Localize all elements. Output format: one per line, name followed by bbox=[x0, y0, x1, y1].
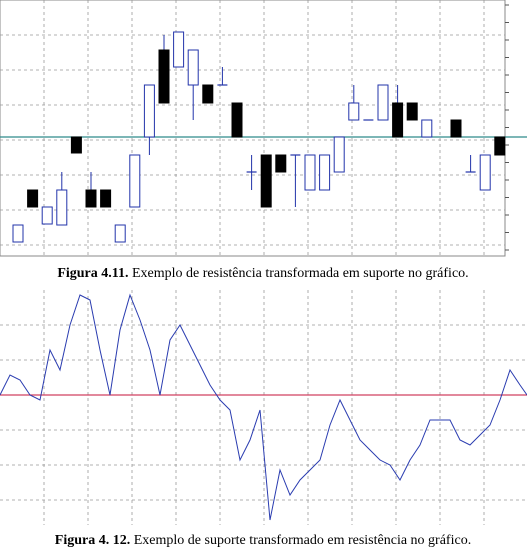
candle-body bbox=[202, 84, 214, 104]
candle-body bbox=[85, 189, 97, 208]
candle-body bbox=[27, 189, 39, 208]
candle-body bbox=[348, 102, 360, 121]
candle-body bbox=[56, 189, 68, 226]
caption-1: Figura 4.11. Exemplo de resistência tran… bbox=[57, 266, 468, 281]
candle-body bbox=[143, 84, 155, 138]
candle-body bbox=[275, 154, 287, 173]
candle-body bbox=[392, 102, 404, 138]
candle-body bbox=[231, 102, 243, 138]
candle-body bbox=[41, 206, 53, 225]
candle-body bbox=[333, 136, 345, 173]
candle-body bbox=[319, 154, 331, 191]
candle-body bbox=[494, 136, 506, 156]
chart-frame bbox=[0, 0, 506, 257]
candle-body bbox=[173, 31, 185, 68]
caption-label: Figura 4.11. bbox=[57, 266, 128, 281]
price-line bbox=[0, 293, 527, 521]
candle-body bbox=[421, 119, 433, 138]
candle-body bbox=[260, 154, 272, 208]
candle-body bbox=[479, 154, 491, 191]
candle-body bbox=[70, 136, 82, 154]
candle-body bbox=[406, 102, 418, 121]
candle-body bbox=[450, 119, 462, 138]
candle-body bbox=[187, 49, 199, 86]
caption-2: Figura 4. 12. Exemplo de suporte transfo… bbox=[55, 533, 471, 548]
candle-body bbox=[100, 189, 112, 208]
caption-text: Exemplo de resistência transformada em s… bbox=[129, 266, 469, 281]
candle-body bbox=[377, 84, 389, 121]
candle-body bbox=[158, 49, 170, 104]
caption-text: Exemplo de suporte transformado em resis… bbox=[130, 533, 471, 548]
candle-body bbox=[114, 224, 126, 243]
candle-body bbox=[12, 224, 24, 243]
candle-body bbox=[129, 154, 141, 208]
caption-label: Figura 4. 12. bbox=[55, 533, 130, 548]
candle-body bbox=[304, 154, 316, 191]
